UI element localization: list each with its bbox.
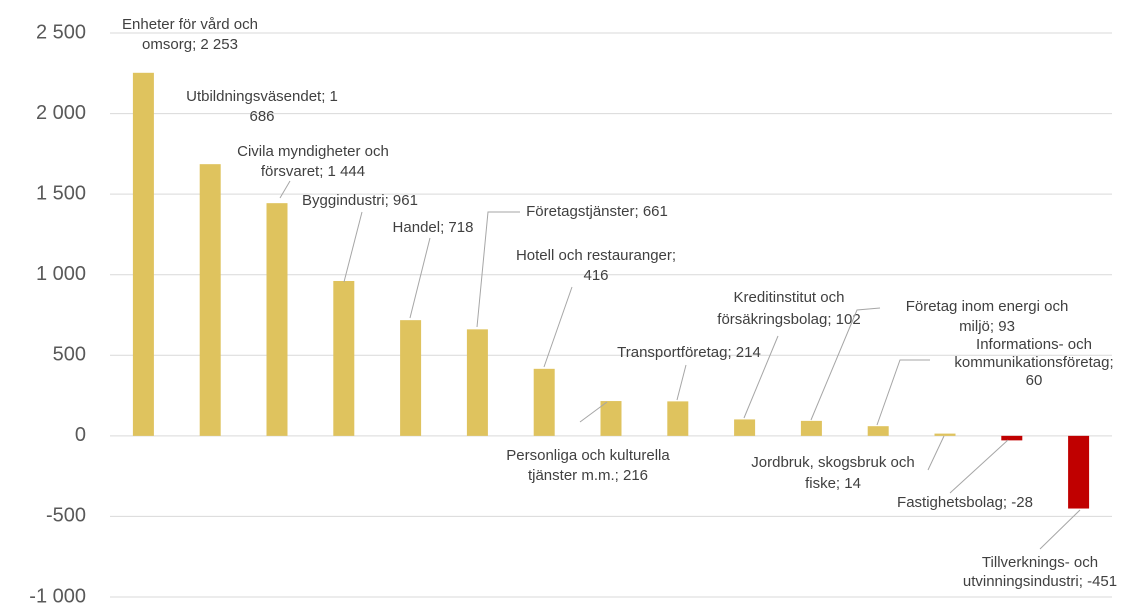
bar (800, 420, 822, 436)
data-label: Utbildningsväsendet; 1 (186, 88, 338, 105)
bar (600, 401, 622, 436)
y-tick-label: -500 (46, 505, 86, 527)
data-label: försvaret; 1 444 (261, 163, 365, 180)
leader-line (1039, 509, 1081, 550)
data-label: Civila myndigheter och (237, 143, 389, 160)
leader-line (409, 237, 431, 319)
data-label: Informations- och (976, 336, 1092, 353)
leader-line (949, 439, 1009, 494)
bar (400, 320, 422, 436)
data-label: försäkringsbolag; 102 (717, 311, 860, 328)
data-label: Byggindustri; 961 (302, 192, 418, 209)
y-tick-label: 2 500 (36, 21, 86, 43)
bar (533, 368, 555, 436)
leader-line (743, 335, 779, 419)
data-label: tjänster m.m.; 216 (528, 467, 648, 484)
bar (734, 419, 756, 436)
bar (1001, 435, 1023, 441)
data-label: Handel; 718 (393, 219, 474, 236)
data-label: kommunikationsföretag; (954, 354, 1113, 371)
data-label: Företagstjänster; 661 (526, 203, 668, 220)
bar (132, 72, 154, 436)
data-label: Enheter för vård och (122, 16, 258, 33)
data-label: Transportföretag; 214 (617, 344, 761, 361)
data-label: Hotell och restauranger; (516, 247, 676, 264)
bar (199, 164, 221, 436)
y-tick-label: 0 (75, 424, 86, 446)
y-tick-label: 500 (53, 344, 86, 366)
data-label: utvinningsindustri; -451 (963, 573, 1117, 590)
bar (333, 280, 355, 436)
leader-line (279, 180, 291, 199)
leader-line (343, 211, 363, 283)
data-label: 416 (583, 267, 608, 284)
bar (1068, 435, 1090, 509)
data-label: omsorg; 2 253 (142, 36, 238, 53)
y-tick-label: 1 500 (36, 182, 86, 204)
bar (934, 433, 956, 436)
data-label: 686 (249, 108, 274, 125)
data-label: Företag inom energi och (906, 298, 1069, 315)
leader-line (927, 435, 945, 471)
bar (266, 203, 288, 436)
leader-line (543, 286, 573, 368)
data-label: Personliga och kulturella (506, 447, 670, 464)
bar (867, 426, 889, 436)
data-label: miljö; 93 (959, 318, 1015, 335)
y-tick-label: 2 000 (36, 102, 86, 124)
bar (466, 329, 488, 436)
bar (667, 401, 689, 436)
data-label: Tillverknings- och (982, 554, 1098, 571)
data-label: 60 (1026, 372, 1043, 389)
data-label: Fastighetsbolag; -28 (897, 494, 1033, 511)
y-tick-label: -1 000 (29, 585, 86, 605)
leader-line (476, 211, 520, 328)
y-tick-label: 1 000 (36, 263, 86, 285)
leader-line (579, 401, 608, 423)
data-label: Jordbruk, skogsbruk och (751, 454, 914, 471)
leader-line (676, 364, 687, 401)
leader-line (810, 307, 881, 421)
leader-line (876, 359, 930, 426)
data-label: Kreditinstitut och (734, 289, 845, 306)
data-label: fiske; 14 (805, 475, 861, 492)
